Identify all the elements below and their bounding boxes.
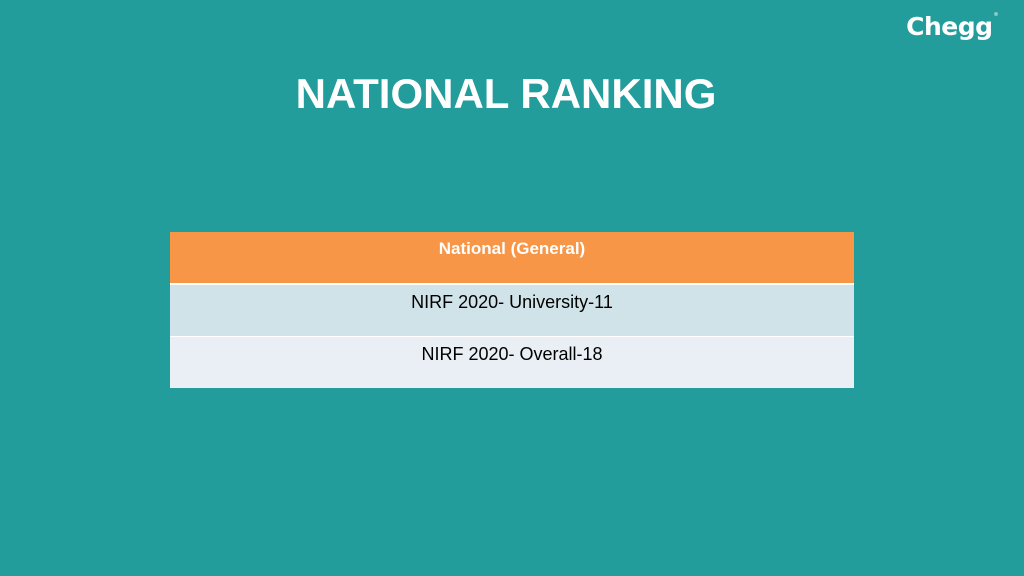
- registered-mark: ®: [993, 12, 999, 18]
- chegg-logo: Chegg®: [906, 12, 998, 41]
- table-header-national-general: National (General): [170, 232, 854, 285]
- chegg-logo-text: Chegg: [906, 12, 993, 41]
- ranking-cell-overall: NIRF 2020- Overall-18: [170, 336, 854, 388]
- table-header-row: National (General): [170, 232, 854, 285]
- table-row: NIRF 2020- University-11: [170, 284, 854, 337]
- ranking-table: National (General) NIRF 2020- University…: [170, 232, 854, 388]
- table-row: NIRF 2020- Overall-18: [170, 336, 854, 388]
- slide-title: NATIONAL RANKING: [295, 70, 717, 117]
- ranking-cell-university: NIRF 2020- University-11: [170, 284, 854, 337]
